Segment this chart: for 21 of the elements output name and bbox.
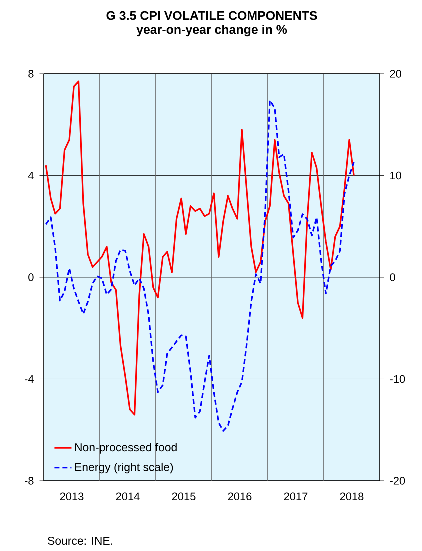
legend-label: Energy (right scale) (75, 462, 174, 474)
y2-tick-label: 0 (390, 274, 396, 282)
y2-tick-label: -20 (390, 477, 406, 485)
x-tick-label: 2014 (116, 492, 140, 501)
x-tick-label: 2016 (228, 492, 252, 501)
chart-subtitle: year-on-year change in % (136, 24, 288, 37)
chart-title: G 3.5 CPI VOLATILE COMPONENTS (106, 11, 318, 20)
y-tick-label: -4 (24, 375, 34, 384)
x-tick-label: 2017 (284, 492, 308, 501)
legend-label: Non-processed food (75, 443, 177, 454)
y2-tick-label: 10 (390, 172, 402, 180)
x-tick-label: 2013 (60, 492, 84, 501)
y2-tick-label: 20 (390, 70, 402, 78)
x-tick-label: 2015 (172, 492, 196, 501)
x-tick-label: 2018 (340, 492, 364, 501)
y-tick-label: 4 (28, 172, 34, 180)
source-note: Source: INE. (48, 536, 112, 546)
y-tick-label: 0 (28, 274, 34, 282)
y-tick-label: 8 (28, 70, 34, 78)
y-tick-label: -8 (24, 477, 34, 485)
y2-tick-label: -10 (390, 375, 406, 384)
